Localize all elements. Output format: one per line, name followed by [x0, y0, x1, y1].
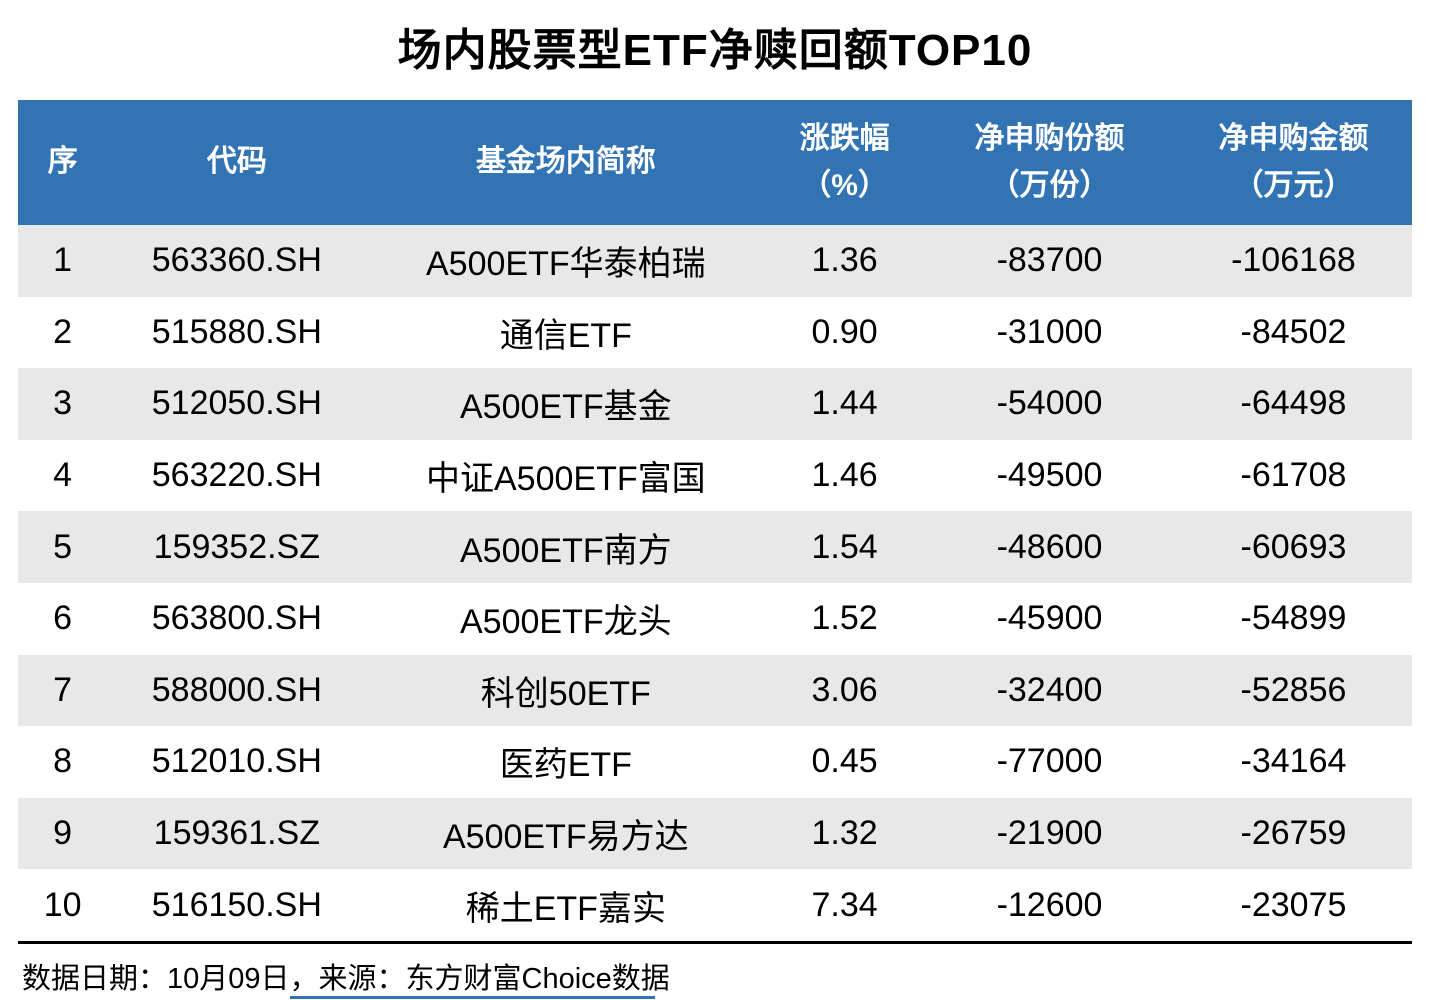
header-fund-name: 基金场内简称	[366, 139, 765, 186]
cell-seq: 10	[43, 885, 82, 924]
header-change-pct: 涨跌幅 （%）	[765, 116, 924, 209]
table-row: 3 512050.SH A500ETF基金 1.44 -54000 -64498	[18, 368, 1412, 440]
table-row: 5 159352.SZ A500ETF南方 1.54 -48600 -60693	[18, 511, 1412, 583]
header-net-shares: 净申购份额 （万份）	[924, 116, 1175, 209]
cell-change-pct: 1.54	[811, 527, 878, 566]
table-row: 9 159361.SZ A500ETF易方达 1.32 -21900 -2675…	[18, 797, 1412, 870]
footer-divider	[18, 940, 1412, 944]
cell-seq: 4	[53, 456, 73, 495]
cell-code: 512050.SH	[151, 384, 322, 423]
page-title: 场内股票型ETF净赎回额TOP10	[397, 26, 1033, 75]
cell-net-shares: -49500	[996, 456, 1103, 495]
cell-net-shares: -45900	[996, 599, 1103, 638]
cell-seq: 7	[53, 670, 73, 709]
cell-fund-name: 通信ETF	[499, 316, 632, 355]
cell-code: 563800.SH	[151, 599, 322, 638]
header-net-amount-line2: （万元）	[1233, 168, 1354, 202]
cell-change-pct: 1.52	[811, 599, 878, 638]
cell-seq: 3	[53, 384, 73, 423]
cell-code: 588000.SH	[151, 670, 322, 709]
header-change-pct-line2: （%）	[801, 168, 888, 202]
cell-seq: 1	[53, 241, 73, 280]
cell-net-shares: -77000	[996, 742, 1103, 781]
header-seq-line1: 序	[47, 145, 78, 179]
cell-seq: 8	[53, 742, 73, 781]
table-row: 10 516150.SH 稀土ETF嘉实 7.34 -12600 -23075	[18, 869, 1412, 941]
cell-net-shares: -54000	[996, 384, 1103, 423]
cell-code: 512010.SH	[151, 742, 322, 781]
cell-change-pct: 1.36	[811, 241, 878, 280]
data-source-note: 数据日期：10月09日，来源：东方财富Choice数据	[22, 962, 670, 995]
cell-net-shares: -12600	[996, 885, 1103, 924]
header-net-amount: 净申购金额 （万元）	[1175, 116, 1412, 209]
cell-code: 563220.SH	[151, 456, 322, 495]
cell-net-shares: -83700	[996, 241, 1103, 280]
cell-code: 515880.SH	[151, 312, 322, 351]
header-seq: 序	[18, 139, 107, 186]
cell-change-pct: 1.44	[811, 384, 878, 423]
cell-net-amount: -52856	[1240, 670, 1347, 709]
cell-net-shares: -32400	[996, 670, 1103, 709]
table-row: 4 563220.SH 中证A500ETF富国 1.46 -49500 -617…	[18, 439, 1412, 512]
cell-fund-name: A500ETF龙头	[460, 603, 672, 642]
header-fund-name-line1: 基金场内简称	[475, 145, 656, 179]
cell-seq: 5	[53, 527, 73, 566]
cell-net-amount: -26759	[1240, 814, 1347, 853]
cell-net-amount: -54899	[1240, 599, 1347, 638]
cell-net-shares: -31000	[996, 312, 1103, 351]
table-row: 6 563800.SH A500ETF龙头 1.52 -45900 -54899	[18, 582, 1412, 655]
header-code: 代码	[107, 139, 366, 186]
cell-net-amount: -34164	[1240, 742, 1347, 781]
cell-code: 159361.SZ	[153, 814, 321, 853]
cell-fund-name: A500ETF基金	[460, 388, 672, 427]
cell-change-pct: 1.46	[811, 456, 878, 495]
cell-net-amount: -64498	[1240, 384, 1347, 423]
cell-fund-name: A500ETF华泰柏瑞	[426, 245, 706, 284]
cell-net-shares: -48600	[996, 527, 1103, 566]
cell-seq: 2	[53, 312, 73, 351]
header-code-line1: 代码	[206, 145, 267, 179]
cell-fund-name: 稀土ETF嘉实	[465, 889, 666, 928]
bottom-accent-line	[290, 996, 655, 999]
cell-code: 563360.SH	[151, 241, 322, 280]
table-header-row: 序 代码 基金场内简称 涨跌幅 （%） 净申购份额 （万份） 净申购金额 （万	[18, 100, 1412, 225]
table-row: 2 515880.SH 通信ETF 0.90 -31000 -84502	[18, 296, 1412, 369]
cell-seq: 6	[53, 599, 73, 638]
cell-net-amount: -61708	[1240, 456, 1347, 495]
cell-net-shares: -21900	[996, 814, 1103, 853]
cell-change-pct: 0.45	[811, 742, 878, 781]
header-change-pct-line1: 涨跌幅	[799, 122, 890, 155]
cell-fund-name: 中证A500ETF富国	[426, 460, 706, 499]
cell-change-pct: 1.32	[811, 814, 878, 853]
table-row: 7 588000.SH 科创50ETF 3.06 -32400 -52856	[18, 654, 1412, 727]
cell-net-amount: -84502	[1240, 312, 1347, 351]
cell-change-pct: 7.34	[811, 885, 878, 924]
cell-change-pct: 0.90	[811, 312, 878, 351]
cell-fund-name: A500ETF易方达	[443, 818, 689, 857]
cell-change-pct: 3.06	[811, 670, 878, 709]
header-net-amount-line1: 净申购金额	[1218, 122, 1369, 155]
cell-fund-name: A500ETF南方	[460, 531, 672, 570]
cell-fund-name: 科创50ETF	[480, 674, 651, 713]
cell-fund-name: 医药ETF	[499, 746, 632, 785]
header-net-shares-line1: 净申购份额	[974, 122, 1125, 155]
table-row: 8 512010.SH 医药ETF 0.45 -77000 -34164	[18, 726, 1412, 798]
cell-net-amount: -23075	[1240, 885, 1347, 924]
cell-seq: 9	[53, 814, 73, 853]
table-body: 1 563360.SH A500ETF华泰柏瑞 1.36 -83700 -106…	[18, 225, 1412, 941]
table-row: 1 563360.SH A500ETF华泰柏瑞 1.36 -83700 -106…	[18, 225, 1412, 297]
cell-code: 159352.SZ	[153, 527, 321, 566]
cell-net-amount: -60693	[1240, 527, 1347, 566]
cell-net-amount: -106168	[1231, 241, 1356, 280]
etf-table: 序 代码 基金场内简称 涨跌幅 （%） 净申购份额 （万份） 净申购金额 （万	[18, 100, 1412, 941]
header-net-shares-line2: （万份）	[989, 168, 1110, 202]
cell-code: 516150.SH	[151, 885, 322, 924]
